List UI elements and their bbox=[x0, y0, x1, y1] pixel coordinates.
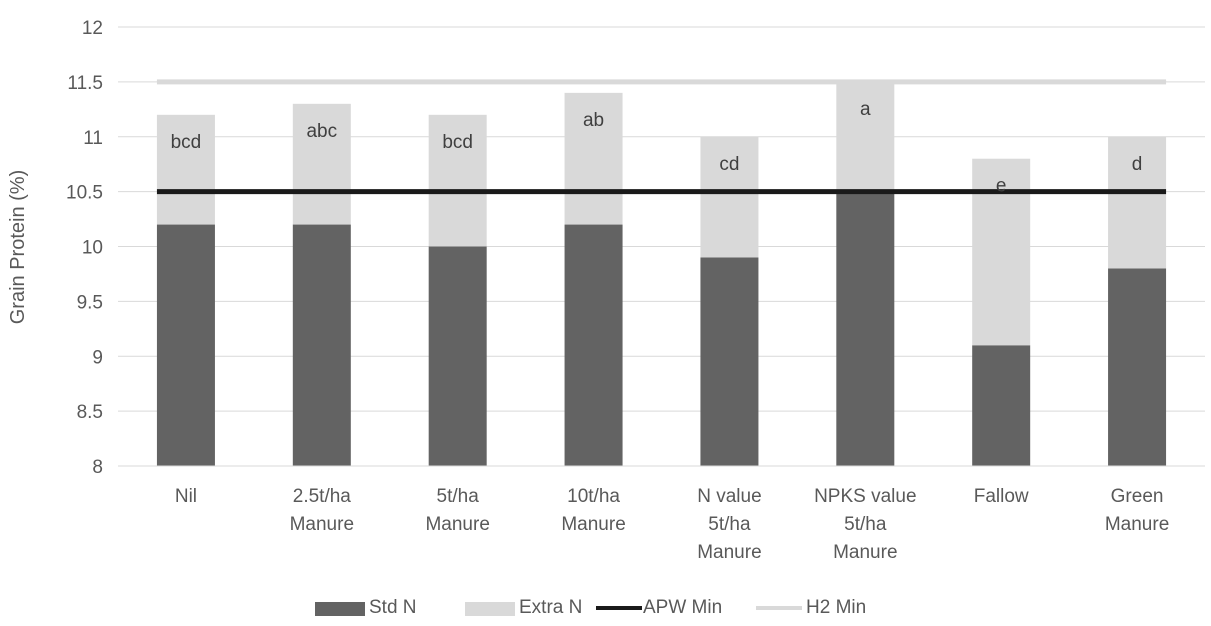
data-labels: bcd abc bcd ab cd a e d bbox=[171, 99, 1143, 197]
legend-swatch-extra-n bbox=[465, 602, 515, 616]
y-tick-label: 8 bbox=[92, 457, 103, 478]
y-tick-label: 10 bbox=[82, 238, 103, 259]
bars bbox=[156, 81, 1167, 466]
legend-label-apw-min: APW Min bbox=[643, 597, 722, 618]
data-label: bcd bbox=[442, 132, 473, 153]
y-tick-label: 10.5 bbox=[66, 183, 103, 204]
x-category-label: Fallow bbox=[974, 486, 1029, 507]
x-category-label: 2.5t/ha Manure bbox=[290, 486, 354, 535]
bar-std-n bbox=[428, 246, 487, 466]
legend-label-h2-min: H2 Min bbox=[806, 597, 866, 618]
bar-extra-n bbox=[700, 136, 759, 258]
reference-lines bbox=[156, 79, 1167, 195]
gridlines bbox=[118, 26, 1205, 412]
x-category-label: Nil bbox=[175, 486, 197, 507]
data-label: d bbox=[1132, 154, 1143, 175]
bar-extra-n bbox=[1108, 136, 1167, 269]
data-label: a bbox=[860, 99, 871, 120]
bar-std-n bbox=[700, 257, 759, 466]
bar-extra-n bbox=[156, 114, 215, 225]
y-tick-label: 9 bbox=[92, 347, 103, 368]
legend-swatch-std-n bbox=[315, 602, 365, 616]
bar-std-n bbox=[292, 224, 351, 466]
y-axis-title: Grain Protein (%) bbox=[7, 170, 29, 325]
y-axis-ticks: 8 8.5 9 9.5 10 10.5 11 11.5 12 bbox=[66, 18, 103, 478]
y-tick-label: 8.5 bbox=[77, 402, 103, 423]
legend: Std N Extra N APW Min H2 Min bbox=[315, 597, 866, 618]
x-category-label: 10t/ha Manure bbox=[561, 486, 625, 535]
bar-std-n bbox=[836, 191, 895, 466]
bar-std-n bbox=[972, 345, 1031, 466]
data-label: cd bbox=[719, 154, 739, 175]
y-tick-label: 12 bbox=[82, 18, 103, 39]
x-category-label: N value 5t/ha Manure bbox=[697, 486, 761, 563]
legend-label-extra-n: Extra N bbox=[519, 597, 582, 618]
bar-std-n bbox=[1108, 268, 1167, 466]
x-axis-labels: Nil 2.5t/ha Manure 5t/ha Manure 10t/ha Manure N… bbox=[175, 486, 1169, 563]
data-label: ab bbox=[583, 110, 604, 131]
data-label: bcd bbox=[171, 132, 202, 153]
bar-extra-n bbox=[428, 114, 487, 247]
bar-extra-n bbox=[836, 81, 895, 192]
bar-std-n bbox=[156, 224, 215, 466]
bar-extra-n bbox=[564, 92, 623, 225]
x-category-label: NPKS value 5t/ha Manure bbox=[814, 486, 916, 563]
data-label: e bbox=[996, 176, 1007, 197]
y-tick-label: 9.5 bbox=[77, 292, 103, 313]
x-category-label: 5t/ha Manure bbox=[425, 486, 489, 535]
y-tick-label: 11 bbox=[83, 128, 103, 149]
bar-extra-n bbox=[292, 103, 351, 225]
x-category-label: Green Manure bbox=[1105, 486, 1169, 535]
data-label: abc bbox=[306, 121, 337, 142]
y-tick-label: 11.5 bbox=[67, 73, 103, 94]
bar-std-n bbox=[564, 224, 623, 466]
legend-label-std-n: Std N bbox=[369, 597, 417, 618]
